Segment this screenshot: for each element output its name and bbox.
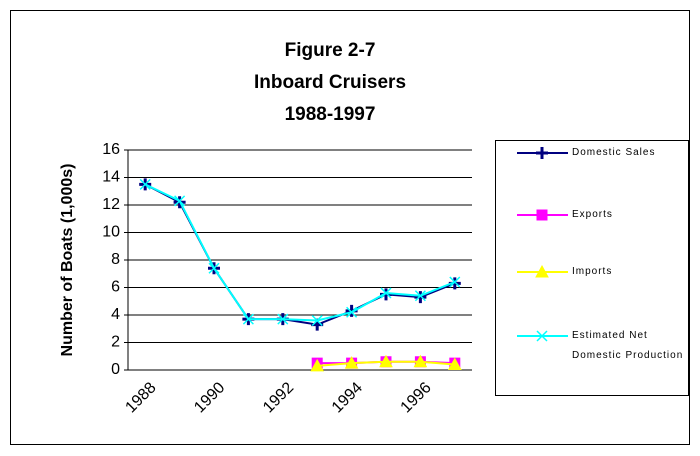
chart-subtitle: Inboard Cruisers <box>254 72 406 93</box>
data-point <box>447 357 462 370</box>
chart-subtitle: 1988-1997 <box>285 104 376 125</box>
y-tick-label: 8 <box>111 251 120 268</box>
data-point <box>449 276 461 288</box>
legend-label: Exports <box>572 209 613 220</box>
y-tick-label: 2 <box>111 334 120 351</box>
data-point <box>277 313 289 325</box>
data-point <box>414 290 426 302</box>
data-point <box>379 354 393 368</box>
data-point <box>413 354 428 368</box>
legend-marker <box>536 330 548 342</box>
data-point <box>242 313 254 325</box>
y-tick-label: 12 <box>102 196 120 213</box>
data-point <box>311 314 323 327</box>
y-tick-label: 14 <box>102 169 120 186</box>
y-tick-label: 0 <box>111 361 120 378</box>
legend-marker <box>536 209 548 221</box>
legend-label: Estimated Net Domestic Production <box>572 330 684 361</box>
y-tick-label: 6 <box>111 279 120 296</box>
series-line <box>144 183 456 322</box>
legend-label: Imports <box>572 266 613 277</box>
legend-label: Domestic Sales <box>572 147 656 158</box>
data-point <box>344 356 359 369</box>
data-point <box>414 291 427 304</box>
data-point <box>380 287 392 299</box>
data-point <box>174 195 186 207</box>
y-tick-label: 16 <box>102 141 120 158</box>
y-axis-label: Number of Boats (1,000s) <box>59 164 76 357</box>
data-point <box>346 306 358 318</box>
chart-title: Figure 2-7 <box>285 40 376 61</box>
data-point <box>208 262 220 274</box>
legend-box <box>495 140 689 396</box>
legend-marker <box>535 264 549 278</box>
data-point <box>139 178 151 190</box>
y-tick-label: 4 <box>111 306 120 323</box>
legend-marker <box>536 147 548 159</box>
y-tick-label: 10 <box>102 224 120 241</box>
data-point <box>310 358 325 372</box>
